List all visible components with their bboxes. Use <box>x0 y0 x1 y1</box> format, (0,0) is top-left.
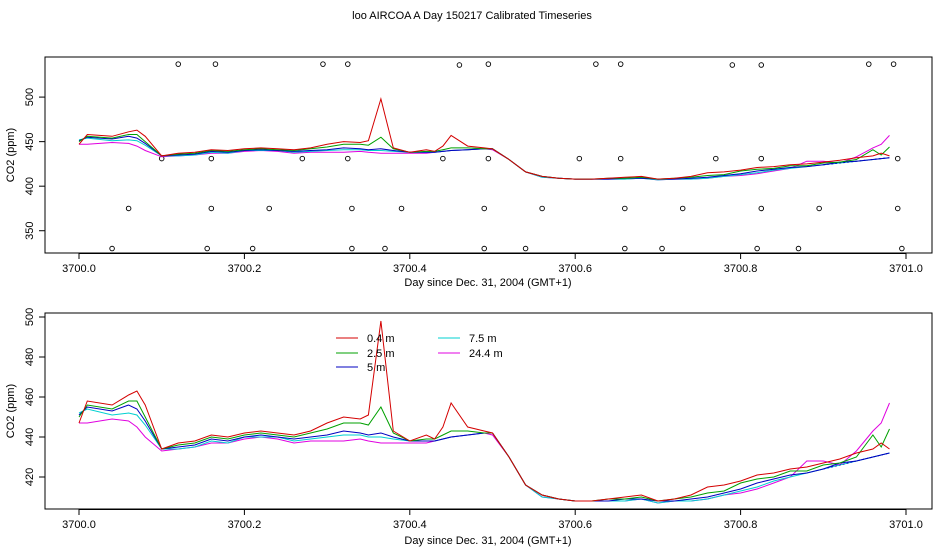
y-tick-label: 420 <box>24 468 36 486</box>
flag-point <box>204 245 210 252</box>
y-tick-label: 460 <box>24 388 36 406</box>
flag-point <box>349 205 355 212</box>
flag-point <box>899 245 905 252</box>
y-tick-label: 500 <box>24 308 36 326</box>
bottom-x-axis: 3700.0 3700.2 3700.4 3700.6 3700.8 3701.0 <box>62 509 923 531</box>
flag-point <box>713 155 719 162</box>
legend: 0.4 m 2.5 m 5 m 7.5 m 24.4 m <box>336 333 503 374</box>
y-tick-label: 440 <box>24 428 36 446</box>
chart-title: loo AIRCOA A Day 150217 Calibrated Times… <box>352 10 592 22</box>
top-x-axis-label: Day since Dec. 31, 2004 (GMT+1) <box>404 277 571 289</box>
x-tick-label: 3700.2 <box>228 519 262 531</box>
flag-point <box>345 155 351 162</box>
top-series-lines <box>78 97 890 181</box>
flag-point <box>576 155 583 162</box>
flag-point <box>617 155 624 162</box>
series-line-24-4-m <box>79 402 890 504</box>
flag-point <box>866 61 872 67</box>
flag-point <box>894 205 901 212</box>
flag-point <box>659 245 665 252</box>
legend-label: 5 m <box>367 362 385 374</box>
x-tick-label: 3700.4 <box>393 519 427 531</box>
series-line-5-m <box>78 404 890 502</box>
x-tick-label: 3700.0 <box>62 263 96 275</box>
flag-point <box>539 205 545 212</box>
bottom-series-lines <box>78 320 890 504</box>
bottom-panel: 3700.0 3700.2 3700.4 3700.6 3700.8 3701.0 420… <box>5 308 933 547</box>
flag-point <box>522 245 529 252</box>
flag-point <box>382 245 388 252</box>
series-line-7-5-m <box>78 137 890 181</box>
y-tick-label: 400 <box>24 177 36 195</box>
bottom-y-axis: 420 440 460 480 500 <box>24 308 45 486</box>
flag-point <box>249 245 256 252</box>
flag-point <box>481 205 487 212</box>
flag-point <box>109 245 115 252</box>
x-tick-label: 3700.2 <box>228 263 262 275</box>
flag-point <box>345 61 351 67</box>
flag-point <box>125 205 132 212</box>
flag-point <box>212 61 219 67</box>
flag-point <box>320 61 326 67</box>
bottom-x-axis-label: Day since Dec. 31, 2004 (GMT+1) <box>404 535 571 547</box>
series-line-5-m <box>78 135 890 180</box>
top-y-axis-label: CO2 (ppm) <box>5 128 17 182</box>
flag-point <box>622 245 628 252</box>
flag-point <box>299 155 306 162</box>
flag-point <box>622 205 628 212</box>
x-tick-label: 3700.6 <box>558 263 592 275</box>
series-line-0-4-m <box>78 320 890 502</box>
flag-point <box>208 205 215 212</box>
flag-point <box>266 205 272 212</box>
flag-point <box>679 205 686 212</box>
flag-point <box>349 245 355 252</box>
legend-label: 24.4 m <box>469 348 503 360</box>
x-tick-label: 3700.8 <box>724 263 758 275</box>
flag-point <box>208 155 215 162</box>
x-tick-label: 3701.0 <box>889 519 923 531</box>
y-tick-label: 450 <box>24 132 36 150</box>
flag-point <box>456 62 463 68</box>
series-line-7-5-m <box>78 408 890 504</box>
flag-point <box>758 62 765 68</box>
flag-point <box>890 61 897 67</box>
legend-label: 7.5 m <box>469 333 497 345</box>
x-tick-label: 3700.8 <box>724 519 758 531</box>
y-tick-label: 350 <box>24 222 36 240</box>
x-tick-label: 3701.0 <box>889 263 923 275</box>
series-line-24-4-m <box>79 135 890 181</box>
series-line-0-4-m <box>78 97 890 180</box>
series-line-2-5-m <box>78 400 890 502</box>
flag-point <box>758 155 765 162</box>
flag-point <box>758 205 765 212</box>
flag-point <box>729 62 736 68</box>
flag-point <box>485 155 492 162</box>
top-panel: 3700.0 3700.2 3700.4 3700.6 3700.8 3701.0 350… <box>5 56 933 289</box>
flag-point <box>440 155 446 162</box>
flag-point <box>816 205 822 212</box>
flag-point <box>398 205 405 212</box>
top-x-axis: 3700.0 3700.2 3700.4 3700.6 3700.8 3701.0 <box>62 253 923 275</box>
y-tick-label: 500 <box>24 88 36 106</box>
x-tick-label: 3700.4 <box>393 263 427 275</box>
flag-point <box>481 245 487 252</box>
flag-point <box>754 245 760 252</box>
flag-point <box>593 61 599 67</box>
x-tick-label: 3700.6 <box>558 519 592 531</box>
flag-point <box>485 61 492 67</box>
y-tick-label: 480 <box>24 348 36 366</box>
flag-point <box>175 61 181 67</box>
legend-label: 2.5 m <box>367 348 395 360</box>
top-y-axis: 350 400 450 500 <box>24 88 45 240</box>
x-tick-label: 3700.0 <box>62 519 96 531</box>
top-flag-points <box>109 61 905 252</box>
series-line-2-5-m <box>78 134 890 180</box>
flag-point <box>894 155 901 162</box>
flag-point <box>795 245 802 252</box>
flag-point <box>617 61 624 67</box>
legend-label: 0.4 m <box>367 333 395 345</box>
bottom-y-axis-label: CO2 (ppm) <box>5 384 17 438</box>
